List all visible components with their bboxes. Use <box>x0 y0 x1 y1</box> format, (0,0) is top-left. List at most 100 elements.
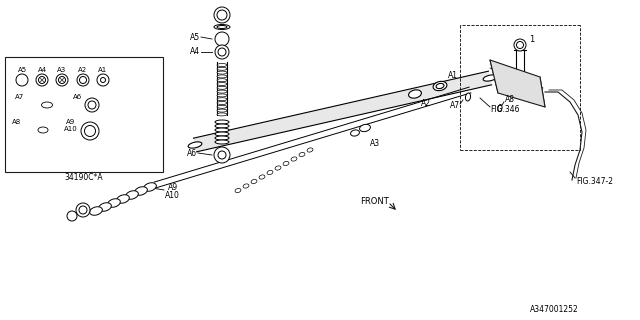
Circle shape <box>76 203 90 217</box>
Ellipse shape <box>217 98 227 101</box>
Ellipse shape <box>38 127 48 133</box>
Text: A10: A10 <box>165 191 180 201</box>
Ellipse shape <box>217 83 227 85</box>
Circle shape <box>516 42 524 49</box>
Ellipse shape <box>299 152 305 156</box>
Circle shape <box>85 98 99 112</box>
Ellipse shape <box>408 90 421 98</box>
Circle shape <box>77 74 89 86</box>
Ellipse shape <box>251 180 257 184</box>
Text: 1: 1 <box>529 36 534 44</box>
Ellipse shape <box>125 191 138 199</box>
Ellipse shape <box>217 63 227 67</box>
Ellipse shape <box>90 207 102 215</box>
Ellipse shape <box>307 148 313 152</box>
Ellipse shape <box>42 102 52 108</box>
Ellipse shape <box>259 175 265 179</box>
Circle shape <box>218 48 226 56</box>
Ellipse shape <box>143 183 156 191</box>
Ellipse shape <box>217 113 227 116</box>
Ellipse shape <box>217 105 227 108</box>
Text: A6: A6 <box>187 148 197 157</box>
Circle shape <box>514 39 526 51</box>
Circle shape <box>79 76 86 84</box>
Ellipse shape <box>134 187 147 195</box>
Ellipse shape <box>217 94 227 97</box>
Text: A5: A5 <box>190 33 200 42</box>
Text: 34190C*A: 34190C*A <box>65 172 103 181</box>
Ellipse shape <box>217 86 227 89</box>
Ellipse shape <box>235 188 241 193</box>
Ellipse shape <box>267 170 273 175</box>
Ellipse shape <box>217 67 227 70</box>
Ellipse shape <box>217 101 227 105</box>
Text: A8: A8 <box>12 119 21 125</box>
Circle shape <box>88 101 96 109</box>
Polygon shape <box>490 60 545 107</box>
Ellipse shape <box>214 25 230 29</box>
Polygon shape <box>193 71 492 152</box>
Ellipse shape <box>215 128 229 132</box>
Circle shape <box>215 32 229 46</box>
Ellipse shape <box>351 130 360 136</box>
Circle shape <box>79 206 87 214</box>
Ellipse shape <box>283 161 289 166</box>
Text: A9: A9 <box>168 183 178 193</box>
Text: A2: A2 <box>79 67 88 73</box>
Ellipse shape <box>215 124 229 128</box>
Circle shape <box>215 45 229 59</box>
Circle shape <box>58 76 65 84</box>
Ellipse shape <box>217 75 227 78</box>
Text: A347001252: A347001252 <box>530 306 579 315</box>
Circle shape <box>16 74 28 86</box>
Ellipse shape <box>217 79 227 82</box>
Text: A4: A4 <box>190 47 200 57</box>
Ellipse shape <box>99 203 111 211</box>
Circle shape <box>100 77 106 83</box>
Text: A5: A5 <box>17 67 27 73</box>
Ellipse shape <box>436 84 444 89</box>
Text: FIG.346: FIG.346 <box>490 106 520 115</box>
Circle shape <box>56 74 68 86</box>
Ellipse shape <box>215 136 229 140</box>
Circle shape <box>84 125 95 137</box>
Ellipse shape <box>360 124 371 132</box>
Ellipse shape <box>291 157 297 161</box>
Text: FIG.347-2: FIG.347-2 <box>576 178 613 187</box>
Text: A10: A10 <box>64 126 77 132</box>
Text: A6: A6 <box>73 94 83 100</box>
Ellipse shape <box>243 184 249 188</box>
Circle shape <box>97 74 109 86</box>
Ellipse shape <box>215 140 229 144</box>
Ellipse shape <box>217 90 227 93</box>
Ellipse shape <box>215 132 229 136</box>
Circle shape <box>67 211 77 221</box>
Circle shape <box>214 7 230 23</box>
Ellipse shape <box>217 26 227 28</box>
Ellipse shape <box>108 199 120 207</box>
Text: A1: A1 <box>448 71 458 81</box>
Text: A9: A9 <box>66 119 76 125</box>
Circle shape <box>81 122 99 140</box>
Ellipse shape <box>217 109 227 112</box>
Ellipse shape <box>217 71 227 74</box>
Circle shape <box>217 10 227 20</box>
Ellipse shape <box>116 195 129 203</box>
Text: A4: A4 <box>37 67 47 73</box>
Text: FRONT: FRONT <box>360 197 388 206</box>
Text: A7: A7 <box>15 94 24 100</box>
Ellipse shape <box>188 142 202 148</box>
Ellipse shape <box>498 105 502 111</box>
Text: A3: A3 <box>58 67 67 73</box>
Ellipse shape <box>483 75 497 81</box>
Text: A7: A7 <box>450 100 460 109</box>
Text: A8: A8 <box>505 95 515 105</box>
Ellipse shape <box>215 120 229 124</box>
Circle shape <box>218 151 226 159</box>
Bar <box>5 57 163 172</box>
Circle shape <box>214 147 230 163</box>
Text: A1: A1 <box>99 67 108 73</box>
Text: A2: A2 <box>421 100 431 108</box>
Circle shape <box>38 76 45 84</box>
Ellipse shape <box>433 81 447 91</box>
